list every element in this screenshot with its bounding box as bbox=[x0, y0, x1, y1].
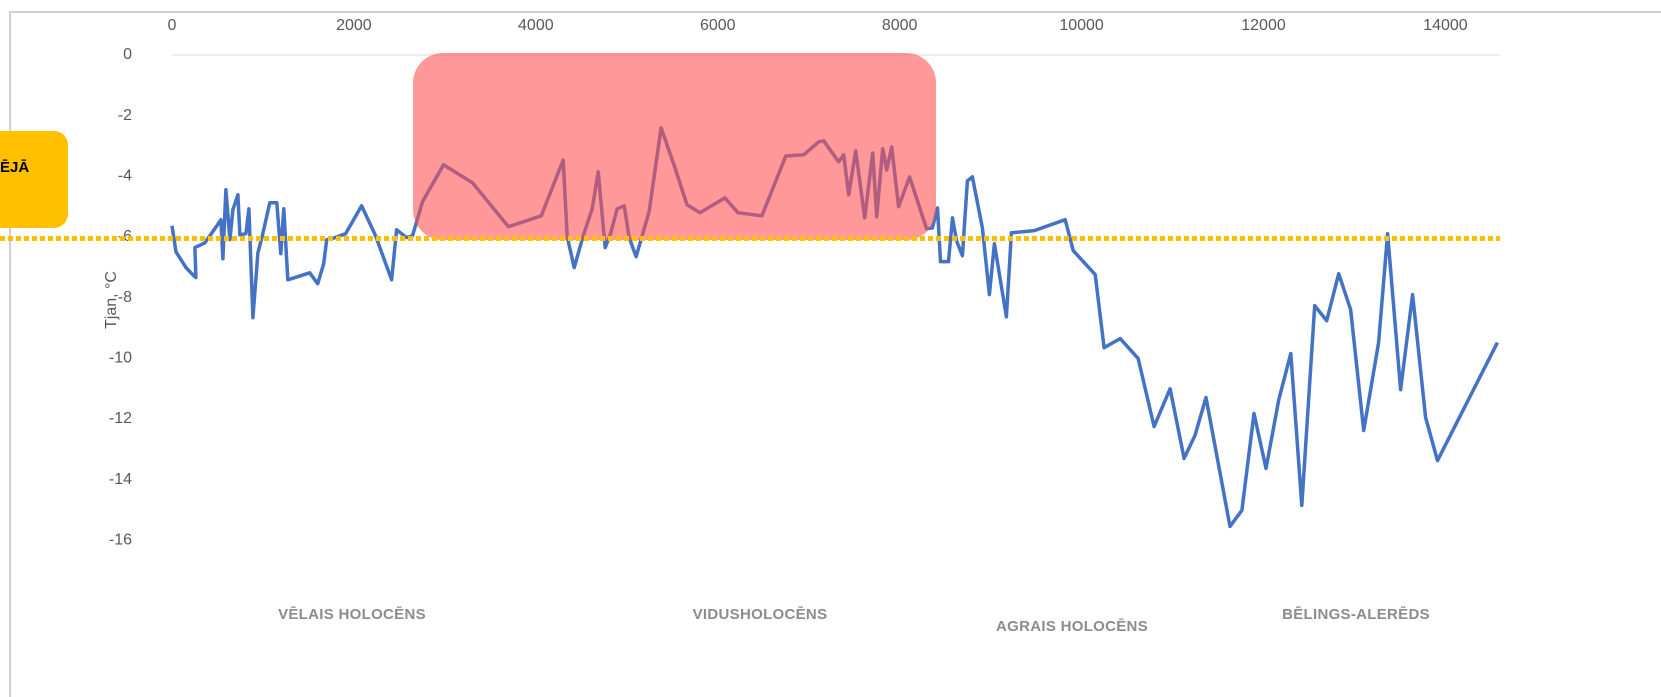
period-label: AGRAIS HOLOCĒNS bbox=[996, 618, 1148, 635]
period-label: BĒLINGS-ALERĒDS bbox=[1282, 606, 1430, 623]
y-tick-label: 0 bbox=[123, 46, 132, 63]
x-tick-label: 0 bbox=[168, 17, 177, 34]
y-tick-label: -16 bbox=[109, 532, 132, 549]
x-tick-label: 10000 bbox=[1059, 17, 1104, 34]
y-tick-label: -2 bbox=[118, 107, 132, 124]
x-tick-label: 2000 bbox=[336, 17, 372, 34]
y-axis-label: Tjan, °C bbox=[103, 271, 120, 329]
x-tick-label: 6000 bbox=[700, 17, 736, 34]
highlight-region bbox=[413, 53, 937, 241]
y-tick-label: -12 bbox=[109, 410, 132, 427]
x-tick-label: 4000 bbox=[518, 17, 554, 34]
y-tick-label: -10 bbox=[109, 350, 132, 367]
y-tick-label: -14 bbox=[109, 471, 132, 488]
x-tick-label: 8000 bbox=[882, 17, 918, 34]
x-tick-label: 12000 bbox=[1241, 17, 1286, 34]
callout-text: ĒJĀ bbox=[0, 159, 29, 176]
y-tick-label: -8 bbox=[118, 289, 132, 306]
y-tick-label: -4 bbox=[118, 168, 132, 185]
x-tick-label: 14000 bbox=[1423, 17, 1468, 34]
period-label: VIDUSHOLOCĒNS bbox=[693, 606, 828, 623]
frame bbox=[9, 11, 1661, 697]
callout-box bbox=[0, 131, 68, 228]
period-label: VĒLAIS HOLOCĒNS bbox=[278, 606, 426, 623]
